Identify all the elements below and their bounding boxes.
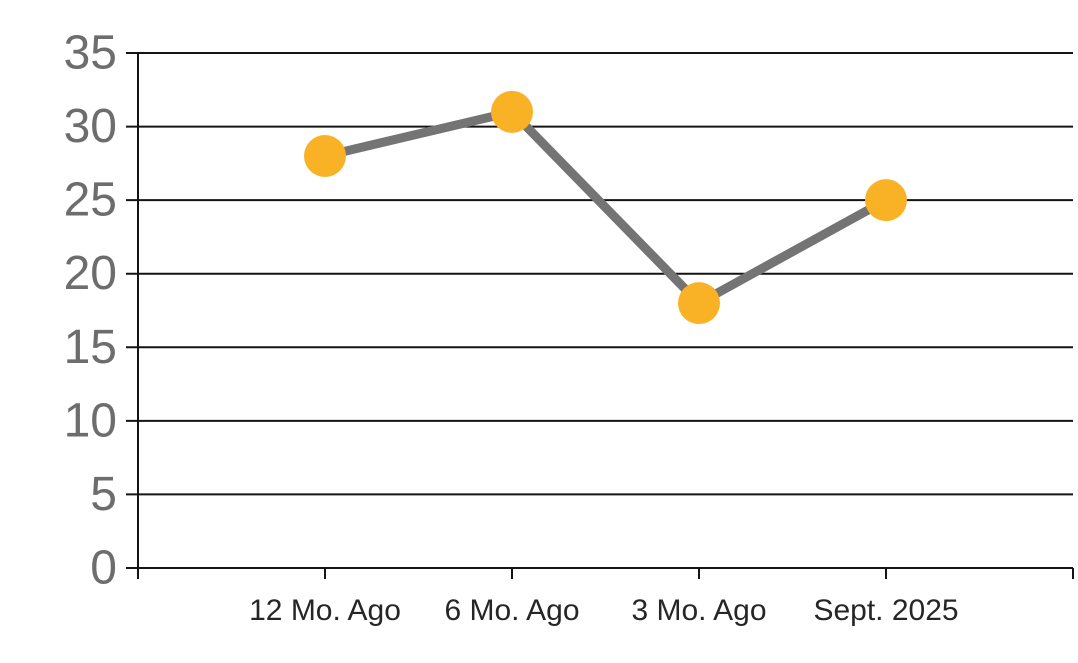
y-tick-label: 25 <box>64 174 117 227</box>
data-point-marker <box>491 90 533 133</box>
data-point-marker <box>865 179 907 222</box>
x-tick-label: 6 Mo. Ago <box>444 594 579 627</box>
y-tick-label: 0 <box>90 542 117 595</box>
x-tick-label: Sept. 2025 <box>813 594 958 627</box>
x-tick-label: 3 Mo. Ago <box>631 594 766 627</box>
y-tick-label: 5 <box>90 468 117 521</box>
y-tick-label: 20 <box>64 247 117 300</box>
x-tick-label: 12 Mo. Ago <box>249 594 401 627</box>
data-point-marker <box>678 282 720 325</box>
y-tick-label: 10 <box>64 394 117 447</box>
data-point-marker <box>304 135 346 177</box>
y-tick-label: 30 <box>64 100 117 153</box>
y-tick-label: 15 <box>64 321 117 374</box>
data-line <box>320 107 891 308</box>
y-tick-label: 35 <box>64 27 117 80</box>
